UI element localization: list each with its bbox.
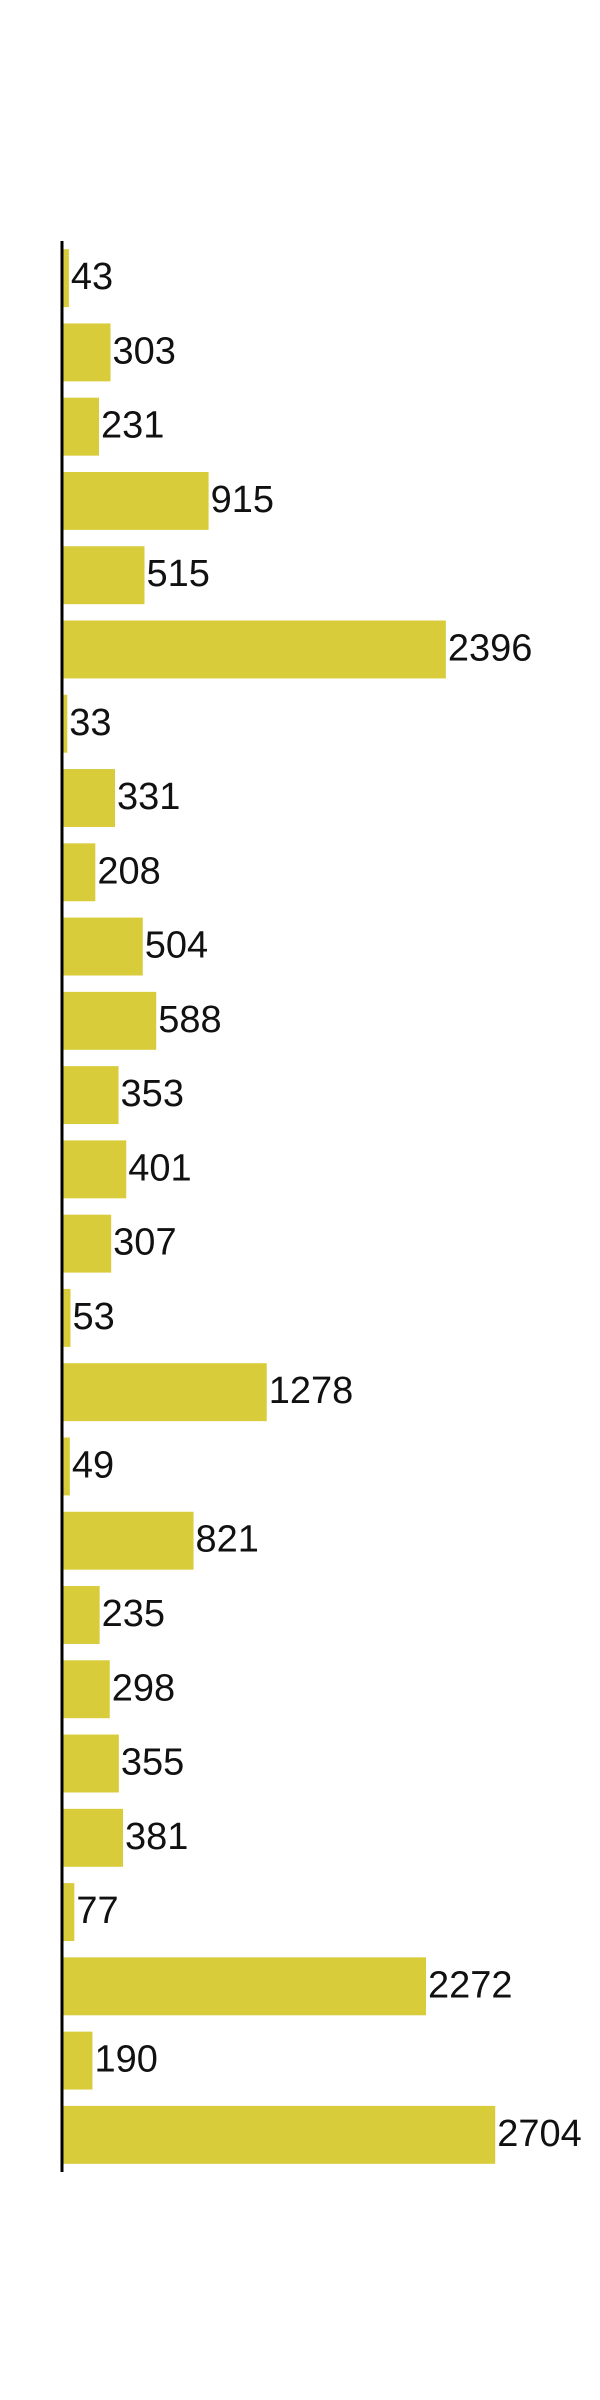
data-label: 43 — [71, 256, 113, 298]
data-label: 355 — [121, 1742, 184, 1784]
data-label: 190 — [94, 2039, 157, 2081]
bar — [62, 917, 143, 976]
data-label: 588 — [158, 999, 221, 1041]
data-label: 298 — [112, 1667, 175, 1709]
bar — [62, 694, 68, 753]
bar — [62, 1288, 71, 1347]
bar — [62, 1734, 119, 1793]
data-label: 1278 — [269, 1370, 354, 1412]
data-label: 53 — [72, 1296, 114, 1338]
bar — [62, 397, 100, 456]
data-label: 821 — [196, 1519, 259, 1561]
bar — [62, 1808, 124, 1867]
data-label: 77 — [76, 1890, 118, 1932]
data-label: 915 — [211, 479, 274, 521]
data-label: 2272 — [428, 1964, 513, 2006]
bar — [62, 1883, 75, 1942]
bar — [62, 546, 145, 605]
data-label: 381 — [125, 1816, 188, 1858]
bar — [62, 1660, 110, 1719]
bar — [62, 2105, 496, 2164]
data-label: 401 — [128, 1147, 191, 1189]
bar — [62, 1586, 100, 1644]
bar — [62, 1066, 119, 1125]
bar — [62, 1437, 70, 1496]
bar — [62, 991, 157, 1050]
bar — [62, 620, 446, 679]
bar — [62, 471, 209, 530]
bar — [62, 249, 69, 308]
data-label: 2704 — [497, 2113, 582, 2155]
bar — [62, 1214, 112, 1273]
bar — [62, 1363, 267, 1422]
data-label: 504 — [145, 925, 208, 967]
data-label: 231 — [101, 405, 164, 447]
data-label: 208 — [97, 850, 160, 892]
data-label: 307 — [113, 1222, 176, 1264]
data-label: 49 — [72, 1444, 114, 1486]
bar — [62, 323, 111, 382]
bar — [62, 769, 116, 827]
data-label: 515 — [147, 553, 210, 595]
bar — [62, 2031, 93, 2090]
data-label: 2396 — [448, 628, 533, 670]
data-label: 303 — [113, 330, 176, 372]
data-label: 33 — [69, 702, 111, 744]
data-label: 331 — [117, 776, 180, 818]
bar — [62, 1511, 194, 1570]
data-label: 235 — [102, 1593, 165, 1635]
bar — [62, 1140, 127, 1199]
bar — [62, 1957, 426, 2016]
bar — [62, 843, 96, 902]
data-label: 353 — [121, 1073, 184, 1115]
